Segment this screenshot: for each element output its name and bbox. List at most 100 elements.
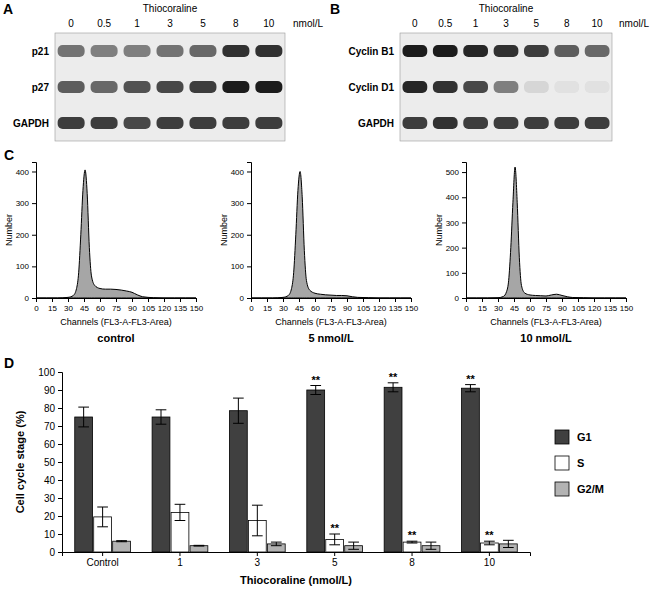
tick-label: 200: [16, 231, 30, 240]
tick-mark: [412, 552, 413, 556]
tick-label: 0: [464, 304, 469, 313]
caption: control: [97, 332, 134, 344]
tick-mark: [132, 298, 133, 302]
tick-label: 150: [190, 304, 204, 313]
tick-label: 100: [16, 262, 30, 271]
bar: [480, 543, 498, 552]
band: [494, 45, 519, 57]
tick: 90: [128, 298, 137, 313]
histogram-area: [36, 170, 196, 298]
tick: 0: [25, 294, 36, 303]
tick-mark: [462, 298, 466, 299]
tick: 60: [44, 439, 62, 450]
axis-line: [32, 163, 37, 299]
tick: 45: [80, 298, 89, 313]
error-cap: [233, 398, 244, 399]
tick-mark: [68, 298, 69, 302]
tick-mark: [257, 552, 258, 556]
bar-panel: D************Control13581001020304050607…: [4, 355, 604, 586]
error-bar: [465, 385, 476, 392]
error-cap: [426, 549, 437, 550]
plot-area: [251, 171, 411, 298]
error-bar: [252, 505, 263, 536]
tick: 75: [542, 298, 551, 313]
error-bar: [310, 386, 321, 395]
band: [403, 117, 428, 129]
tick: 135: [174, 298, 188, 313]
histogram-panel: 0153045607590105120135150010020030040050…: [434, 163, 634, 345]
axis-line: [467, 299, 627, 303]
error-line: [353, 542, 354, 549]
error-line: [470, 385, 471, 392]
tick-label: 105: [142, 304, 156, 313]
tick-mark: [84, 298, 85, 302]
band: [189, 45, 216, 57]
error-cap: [271, 545, 282, 546]
tick: 120: [158, 298, 172, 313]
band: [222, 81, 249, 93]
x-axis-title: Channels (FL3-A-FL3-Area): [60, 317, 172, 327]
tick-mark: [247, 235, 251, 236]
lane-label: 0: [412, 18, 418, 29]
tick-mark: [267, 298, 268, 302]
tick-label: 100: [38, 367, 55, 378]
tick-label: 150: [620, 304, 634, 313]
band: [222, 45, 249, 57]
error-cap: [116, 541, 127, 542]
tick: 0: [240, 294, 251, 303]
tick-mark: [102, 552, 103, 556]
tick: 8: [409, 552, 415, 568]
axis-line: [252, 299, 412, 303]
error-bar: [116, 541, 127, 542]
tick-label: 30: [279, 304, 288, 313]
panel-label: B: [330, 1, 340, 17]
tick: 300: [231, 199, 251, 208]
band: [494, 81, 519, 93]
tick-mark: [58, 390, 62, 391]
error-cap: [97, 507, 108, 508]
tick-mark: [462, 222, 466, 223]
histogram-panel: C01530456075901051201351500100200300400C…: [4, 147, 204, 344]
y-axis-title: Number: [4, 214, 14, 246]
tick: 135: [389, 298, 403, 313]
tick: 75: [112, 298, 121, 313]
tick-mark: [411, 298, 412, 302]
error-cap: [194, 546, 205, 547]
error-cap: [252, 505, 263, 506]
tick: 100: [38, 367, 62, 378]
legend-label: G1: [577, 431, 592, 443]
band: [554, 117, 579, 129]
tick-label: 500: [446, 168, 460, 177]
axis-line: [58, 373, 63, 553]
caption: 5 nmol/L: [308, 332, 354, 344]
band: [433, 81, 458, 93]
legend-label: G2/M: [577, 483, 604, 495]
tick: 15: [478, 298, 487, 313]
tick-label: 80: [44, 403, 56, 414]
tick-mark: [462, 273, 466, 274]
tick-label: 40: [44, 475, 56, 486]
band: [585, 81, 610, 93]
blot-membrane: [55, 33, 285, 141]
tick-label: 5: [332, 557, 338, 568]
tick-label: 90: [128, 304, 137, 313]
tick-mark: [562, 298, 563, 302]
tick-mark: [546, 298, 547, 302]
bar: [113, 541, 131, 552]
tick-mark: [32, 298, 36, 299]
tick-label: 0: [455, 294, 460, 303]
figure-svg: AThiocoraline00.5135810nmol/Lp21p27GAPDH…: [0, 0, 651, 601]
tick-label: 100: [446, 269, 460, 278]
row-label: p21: [32, 46, 50, 57]
histogram-area: [466, 167, 626, 298]
tick-label: 120: [373, 304, 387, 313]
tick-label: 150: [405, 304, 419, 313]
tick-mark: [347, 298, 348, 302]
tick-mark: [462, 172, 466, 173]
row-label: Cyclin D1: [348, 82, 394, 93]
tick-mark: [247, 266, 251, 267]
error-line: [257, 505, 258, 536]
tick: 400: [16, 168, 36, 177]
band: [554, 45, 579, 57]
tick-label: 135: [389, 304, 403, 313]
